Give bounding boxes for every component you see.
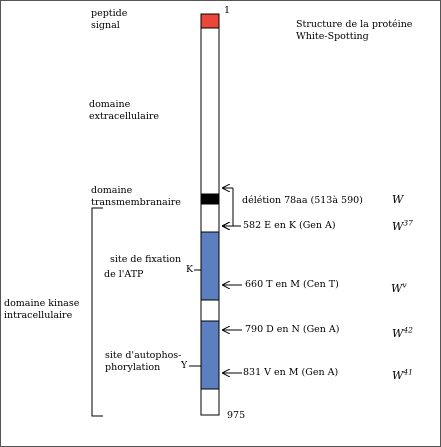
autophos-residue: Y [181,360,188,371]
start-number: 1 [224,5,231,16]
mutation-831-text: 831 V en M (Gen A) [243,367,339,378]
atp-site-label-1: site de fixation [110,254,182,265]
kinase-label-1: domaine kinase [4,298,80,309]
transmembrane-segment [200,193,220,205]
transmembrane-label-1: domaine [91,185,133,196]
title-line-2: White-Spotting [296,31,369,42]
kinase-label-2: intracellulaire [4,310,73,321]
atp-site-label-2: de l'ATP [104,269,144,280]
mutation-deletion-text: délétion 78aa (513à 590) [242,195,363,206]
mutation-582-allele: W37 [392,218,413,233]
kinase-bracket [91,207,103,417]
mutation-deletion-allele: W [392,193,404,206]
extracellular-label-1: domaine [89,99,131,110]
mutation-660-allele: Wv [391,280,407,295]
autophos-label-1: site d'autophos- [105,350,182,361]
kinase-segment-1 [200,231,220,301]
kinase-segment-2 [200,320,220,390]
signal-peptide-segment [200,13,220,29]
transmembrane-label-2: transmembranaire [91,197,181,208]
extracellular-label-2: extracellulaire [89,111,160,122]
mutation-582-text: 582 E en K (Gen A) [243,220,336,231]
mutation-790-text: 790 D en N (Gen A) [245,324,340,335]
mutation-660-text: 660 T en M (Cen T) [245,279,339,290]
signal-label-1: peptide [91,8,128,19]
autophos-label-2: phorylation [105,362,161,373]
title-line-1: Structure de la protéine [296,19,413,30]
mutation-831-allele: W41 [392,367,413,382]
atp-residue: K [186,264,194,275]
mutation-790-allele: W42 [392,325,413,340]
end-number: 975 [227,410,246,421]
signal-label-2: signal [91,20,120,31]
deletion-bracket [223,188,234,226]
